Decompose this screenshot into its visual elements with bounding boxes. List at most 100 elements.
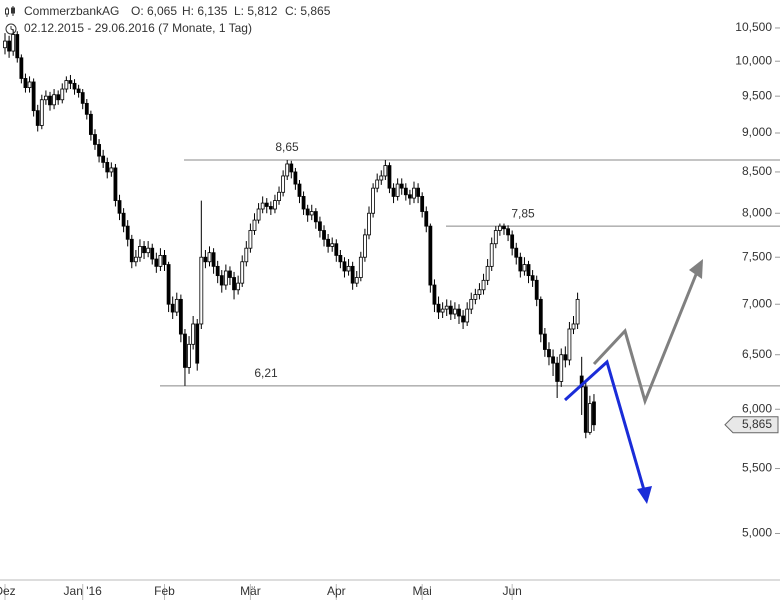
candle-body [559, 354, 564, 382]
candle-body [52, 94, 56, 106]
candle-body [448, 305, 453, 315]
candle-body [387, 165, 392, 189]
candle-body [268, 206, 273, 210]
candle-body [371, 187, 376, 214]
y-tick-label: 8,500 [742, 164, 772, 178]
candle-body [367, 212, 371, 236]
candle-body [526, 264, 531, 277]
chart-title: CommerzbankAG [24, 4, 119, 18]
candle-body [502, 225, 506, 230]
candle-body [248, 230, 253, 249]
candle-body [338, 255, 343, 263]
candle-body [547, 349, 551, 358]
candle-body [48, 95, 52, 106]
x-tick-label: Mär [240, 584, 261, 598]
candle-body [457, 308, 461, 317]
candle-body [191, 323, 196, 345]
candle-body [162, 255, 167, 265]
candle-body [420, 196, 425, 212]
candle-body [39, 99, 44, 126]
candle-body [133, 256, 138, 263]
candle-body [183, 333, 187, 368]
candle-body [363, 234, 367, 258]
y-tick-label: 10,500 [735, 20, 772, 34]
candle-body [121, 212, 126, 227]
candle-body [391, 187, 396, 197]
x-tick-label: Mai [413, 584, 432, 598]
y-tick-label: 10,000 [735, 53, 772, 67]
candle-body [219, 275, 224, 286]
clock-icon [5, 23, 17, 35]
candle-body [236, 282, 241, 291]
y-tick-label: 6,500 [742, 347, 772, 361]
ohlc-label: C: 5,865 [285, 4, 331, 18]
candle-body [510, 234, 515, 249]
candle-body [166, 264, 171, 305]
candle-body [305, 208, 310, 216]
candle-body [44, 95, 48, 101]
projection-blue [563, 359, 652, 504]
candle-body [158, 255, 163, 267]
candle-body [408, 194, 412, 199]
candle-body [567, 328, 572, 361]
last-price-label: 5,865 [742, 417, 772, 431]
candle-body [223, 270, 228, 286]
candle-body [563, 354, 568, 361]
y-tick-label: 6,000 [742, 401, 772, 415]
candle-body [592, 401, 596, 426]
candle-body [7, 40, 11, 52]
candle-body [289, 163, 294, 173]
candle-body [113, 167, 118, 201]
candle-body [342, 261, 347, 272]
candle-body [277, 191, 281, 201]
y-tick-label: 8,000 [742, 205, 772, 219]
candle-body [93, 134, 97, 145]
ohlc-label: L: 5,812 [234, 4, 278, 18]
y-tick-label: 5,000 [742, 526, 772, 540]
candle-body [346, 265, 351, 272]
candle-body [117, 200, 122, 214]
candle-body [436, 303, 441, 313]
candle-body [281, 175, 286, 193]
candle-body [178, 298, 183, 335]
candle-body [477, 289, 482, 295]
candle-body [170, 303, 175, 313]
projection-gray [592, 259, 703, 406]
candle-body [31, 81, 36, 112]
candle-body [285, 163, 290, 177]
candle-body [88, 113, 93, 135]
candle-body [542, 333, 547, 350]
candle-body [19, 57, 24, 79]
candle-body [375, 179, 380, 189]
ohlc-label: H: 6,135 [182, 4, 228, 18]
candle-body [203, 256, 208, 263]
candle-body [395, 183, 400, 197]
candle-body [330, 243, 335, 247]
candle-body [11, 34, 16, 52]
candle-body [207, 252, 212, 263]
candle-body [187, 343, 191, 368]
candle-body [101, 155, 106, 163]
y-tick-label: 9,500 [742, 88, 772, 102]
candle-body [80, 92, 85, 104]
candle-body [199, 256, 204, 325]
candle-body [56, 94, 61, 101]
candle-body [256, 208, 261, 221]
last-price-tag [724, 416, 779, 434]
candle-body [64, 80, 69, 90]
candle-body [3, 40, 7, 49]
x-tick-label: Jan '16 [64, 584, 103, 598]
candle-body [465, 308, 470, 323]
candle-body [412, 187, 416, 199]
ohlc-label: O: 6,065 [131, 4, 177, 18]
candle-body [125, 225, 130, 240]
x-tick-label: Dez [0, 584, 16, 598]
candle-body [575, 298, 580, 325]
candle-body [252, 219, 257, 231]
candle-body [440, 308, 445, 313]
candle-body [150, 247, 155, 260]
candle-body [129, 238, 134, 263]
candle-body [506, 228, 510, 236]
candle-body [313, 211, 318, 223]
candle-body [379, 175, 384, 181]
